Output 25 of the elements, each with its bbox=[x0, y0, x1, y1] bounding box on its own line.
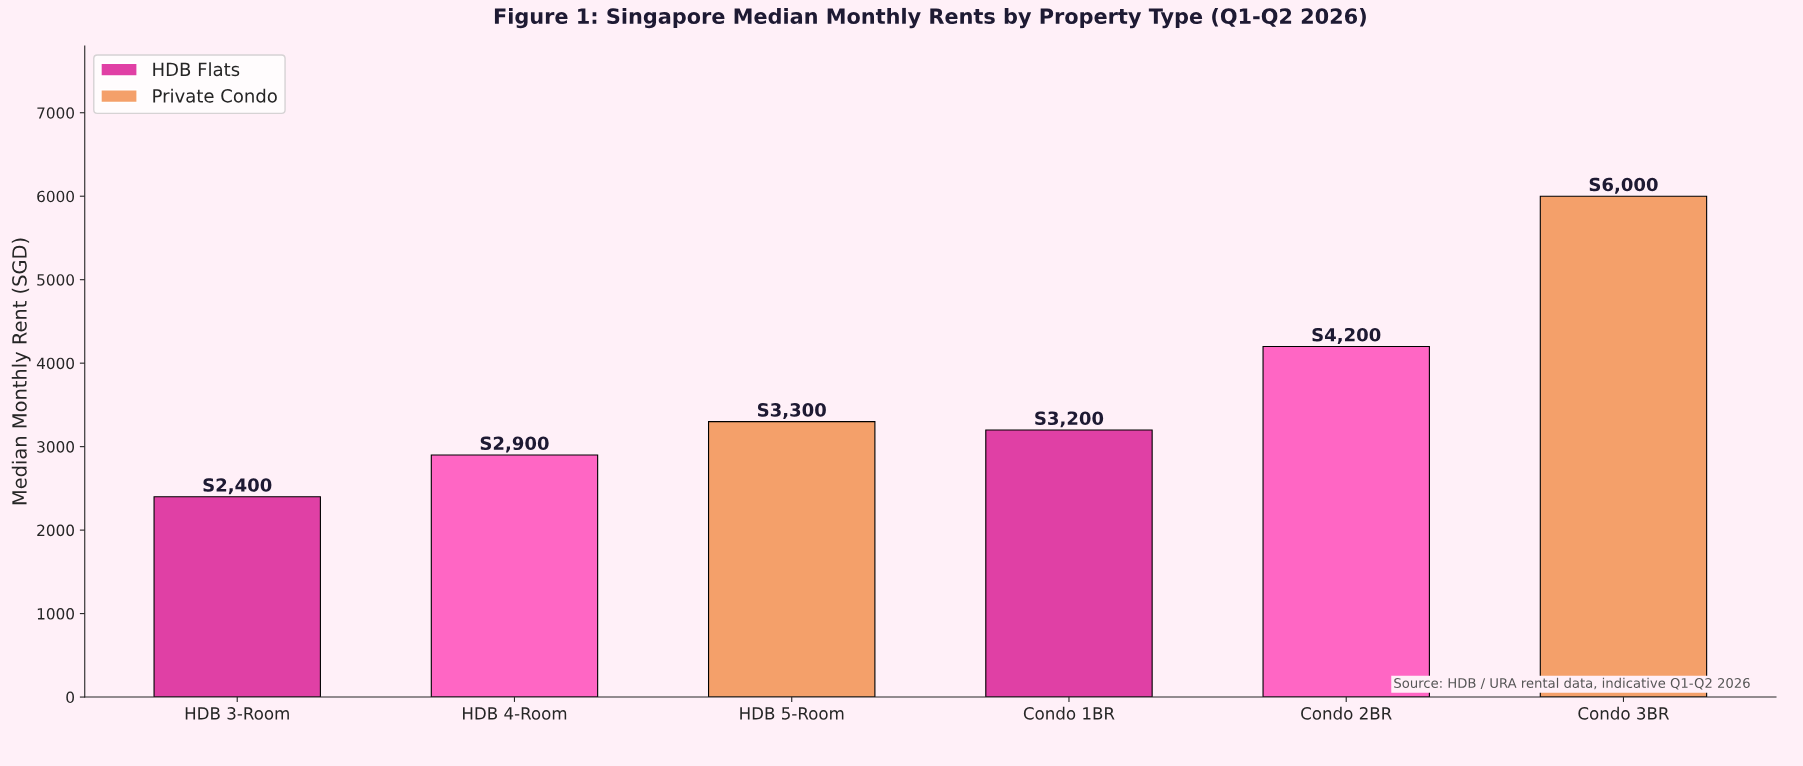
data-label: S3,300 bbox=[757, 403, 826, 420]
y-axis-title: Median Monthly Rent (SGD) bbox=[11, 238, 31, 505]
y-tick-label: 1000 bbox=[37, 608, 74, 620]
data-label: S6,000 bbox=[1589, 177, 1658, 194]
y-tick-label: 2000 bbox=[37, 524, 74, 537]
y-tick-label: 5000 bbox=[37, 274, 74, 286]
x-tick-label: Condo 2BR bbox=[1301, 706, 1392, 720]
y-tick-label: 3000 bbox=[37, 441, 74, 453]
annotation: Source: HDB / URA rental data, indicative Q1-Q2 2026 bbox=[1394, 677, 1750, 690]
data-label: S2,400 bbox=[203, 478, 272, 495]
x-tick-label: HDB 4-Room bbox=[463, 707, 567, 720]
chart-title: Figure 1: Singapore Median Monthly Rents by Property Type (Q1-Q2 2026) bbox=[494, 7, 1366, 29]
y-tick-label: 6000 bbox=[37, 190, 74, 203]
y-tick-label: 0 bbox=[66, 691, 74, 704]
legend-label: HDB Flats bbox=[153, 62, 240, 77]
legend-label: Private Condo bbox=[153, 88, 277, 103]
data-label: S3,200 bbox=[1035, 411, 1104, 428]
x-tick-label: Condo 3BR bbox=[1578, 706, 1670, 720]
data-label: S4,200 bbox=[1312, 327, 1381, 344]
x-tick-label: Condo 1BR bbox=[1023, 706, 1115, 720]
x-tick-label: HDB 3-Room bbox=[185, 707, 289, 720]
data-label: S2,900 bbox=[480, 436, 549, 453]
y-tick-label: 7000 bbox=[37, 107, 74, 119]
x-tick-label: HDB 5-Room bbox=[740, 707, 844, 720]
y-tick-label: 4000 bbox=[36, 357, 74, 370]
